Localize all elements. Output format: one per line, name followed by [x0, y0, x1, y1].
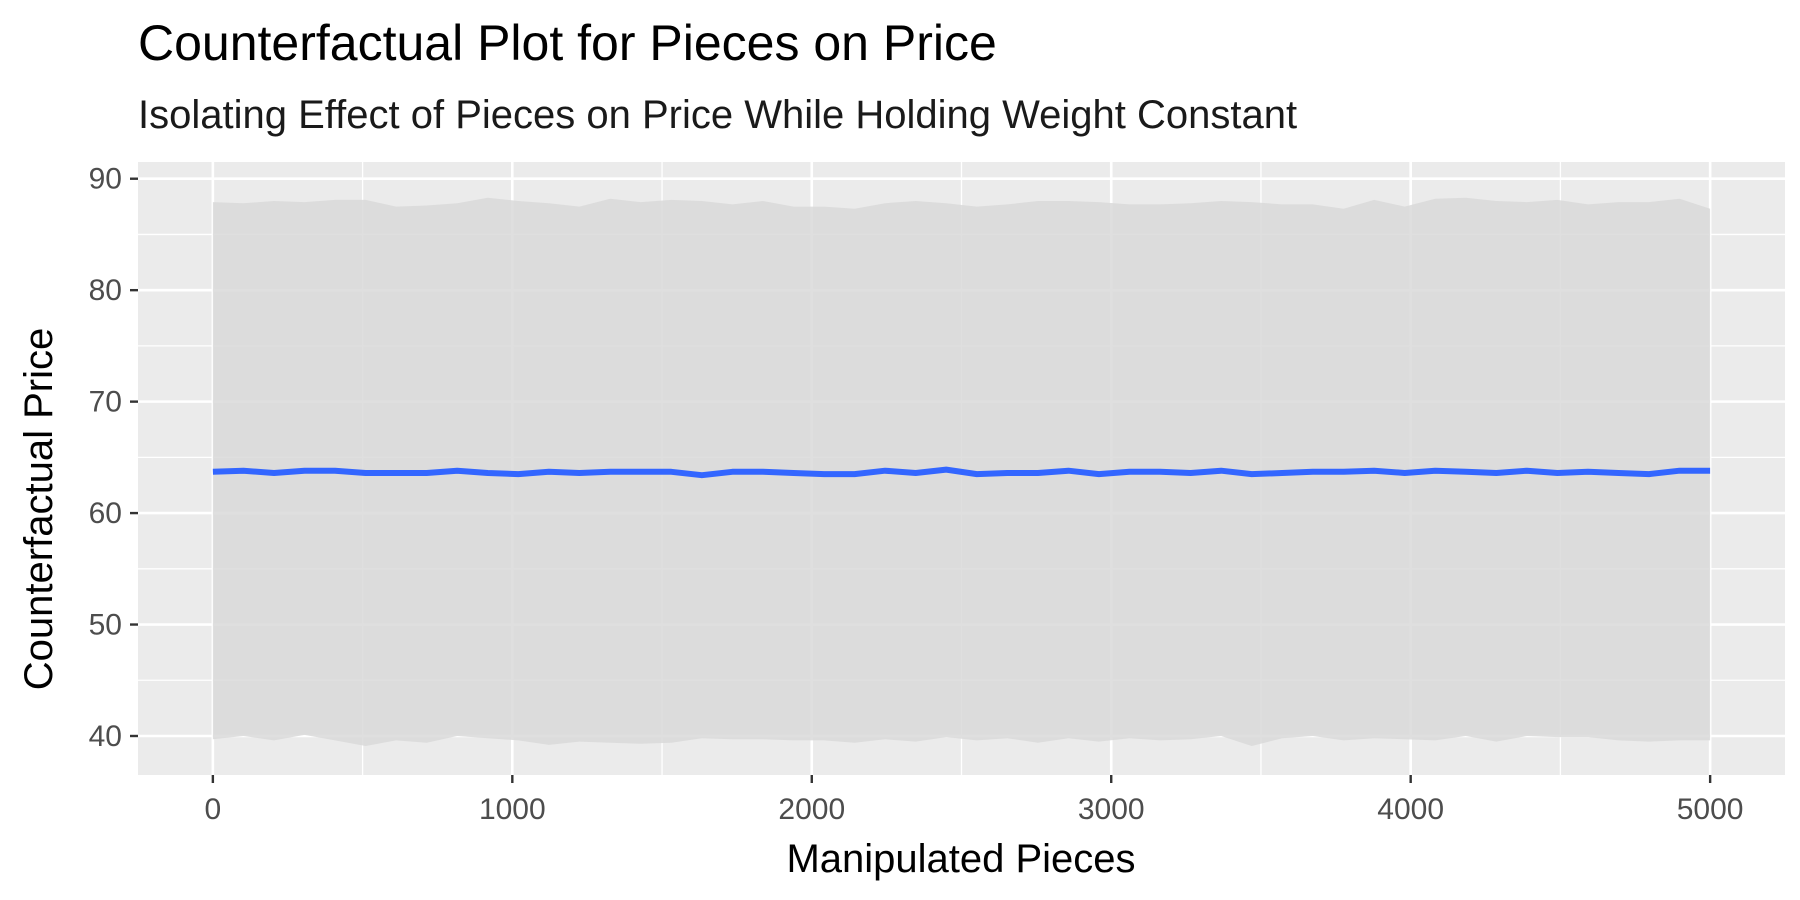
x-axis: 0 1000 2000 3000 4000 5000: [205, 775, 1744, 826]
y-axis-title: Counterfactual Price: [17, 328, 61, 690]
x-axis-title: Manipulated Pieces: [786, 837, 1135, 881]
y-axis: 40 50 60 70 80 90: [89, 163, 138, 753]
x-tick-label: 1000: [479, 793, 546, 826]
series-line: [212, 466, 1711, 479]
y-tick-label: 80: [89, 274, 122, 307]
y-tick-label: 60: [89, 497, 122, 530]
chart-subtitle: Isolating Effect of Pieces on Price Whil…: [138, 93, 1297, 137]
y-tick-label: 40: [89, 720, 122, 753]
chart-title: Counterfactual Plot for Pieces on Price: [138, 15, 997, 71]
x-tick-label: 3000: [1078, 793, 1145, 826]
x-tick-label: 0: [205, 793, 222, 826]
x-tick-label: 2000: [778, 793, 845, 826]
y-tick-label: 70: [89, 386, 122, 419]
y-tick-label: 90: [89, 163, 122, 196]
x-tick-label: 5000: [1677, 793, 1744, 826]
y-tick-label: 50: [89, 609, 122, 642]
x-tick-label: 4000: [1377, 793, 1444, 826]
